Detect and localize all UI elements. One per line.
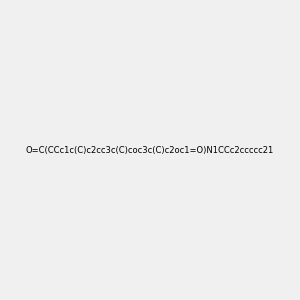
Text: O=C(CCc1c(C)c2cc3c(C)coc3c(C)c2oc1=O)N1CCc2ccccc21: O=C(CCc1c(C)c2cc3c(C)coc3c(C)c2oc1=O)N1C… — [26, 146, 274, 154]
